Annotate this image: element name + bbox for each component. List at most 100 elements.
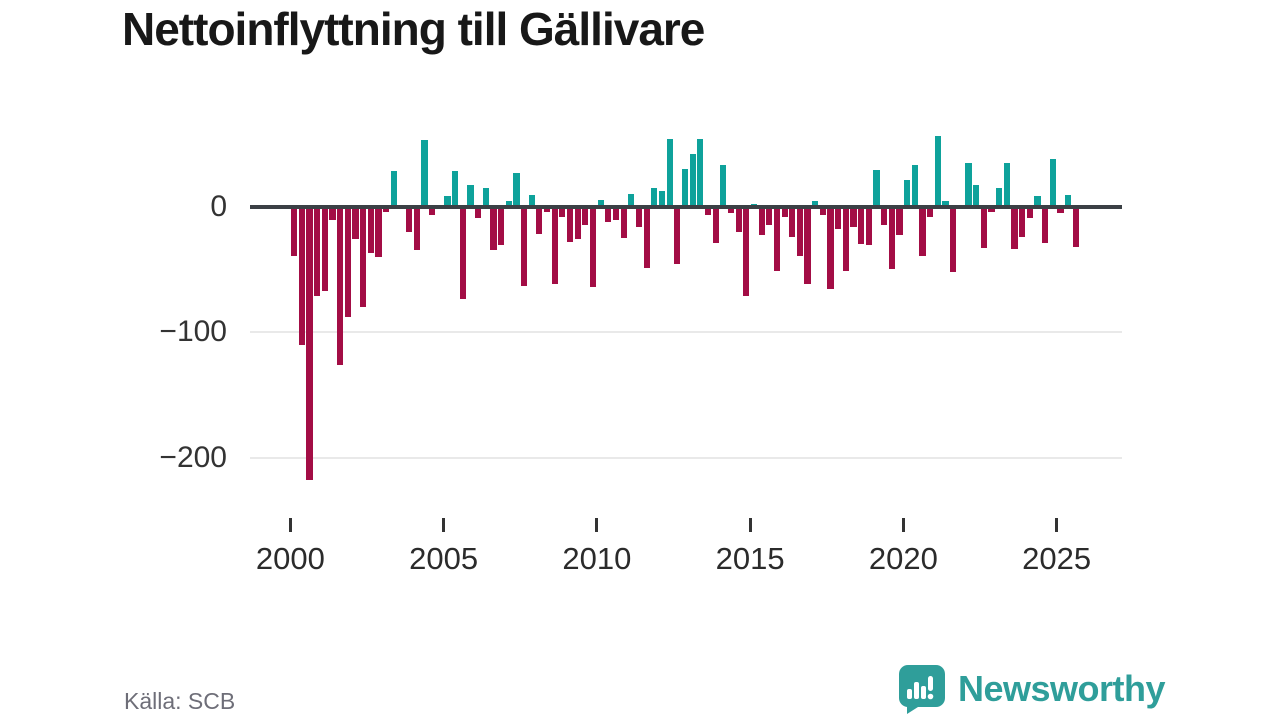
bar-2025-q3 <box>1072 206 1079 247</box>
bar-2005-q3 <box>459 206 466 300</box>
bar-2024-q1 <box>1026 206 1033 218</box>
x-axis-tick-mark-2025 <box>1055 518 1059 532</box>
bar-2001-q2 <box>329 206 336 221</box>
bar-2017-q1 <box>812 201 819 207</box>
x-axis-tick-label-2025: 2025 <box>1022 541 1092 576</box>
y-axis-tick-label: −200 <box>159 440 227 474</box>
bar-2016-q4 <box>804 206 811 285</box>
bar-2009-q3 <box>582 206 589 226</box>
newsworthy-logo[interactable]: Newsworthy <box>898 664 1166 714</box>
x-axis-tick-label-2015: 2015 <box>715 541 785 576</box>
x-axis-tick-label-2005: 2005 <box>409 541 479 576</box>
bar-2004-q3 <box>429 206 436 216</box>
bar-2024-q3 <box>1042 206 1049 243</box>
bar-2002-q1 <box>352 206 359 240</box>
bar-2002-q4 <box>375 206 382 257</box>
bar-2020-q1 <box>904 180 911 207</box>
bar-2003-q1 <box>383 206 390 212</box>
bar-2016-q3 <box>796 206 803 256</box>
x-axis-tick-mark-2005 <box>442 518 446 532</box>
bar-2008-q4 <box>559 206 566 217</box>
bar-2020-q2 <box>911 165 918 207</box>
bar-2020-q4 <box>927 206 934 217</box>
bar-2012-q2 <box>666 138 673 207</box>
bar-2016-q2 <box>789 206 796 237</box>
bar-2007-q2 <box>513 172 520 207</box>
bar-2023-q2 <box>1003 162 1010 207</box>
bar-2014-q4 <box>743 206 750 296</box>
bar-2018-q2 <box>850 206 857 227</box>
bar-2019-q4 <box>896 206 903 236</box>
bar-2008-q2 <box>543 206 551 212</box>
bar-2013-q2 <box>697 138 704 207</box>
bar-2011-q2 <box>635 206 643 227</box>
bar-2009-q2 <box>574 206 581 240</box>
bar-2019-q3 <box>888 206 895 270</box>
bar-2010-q1 <box>597 200 604 207</box>
bar-2015-q2 <box>758 206 765 236</box>
bar-2000-q3 <box>306 206 313 481</box>
bar-2017-q4 <box>835 206 842 230</box>
bar-2009-q4 <box>589 206 597 287</box>
gridline-y--200 <box>250 456 1122 459</box>
bar-2013-q3 <box>704 206 712 216</box>
chart-title: Nettoinflyttning till Gällivare <box>122 3 705 55</box>
bar-2016-q1 <box>781 206 788 217</box>
bar-2012-q4 <box>681 168 689 207</box>
x-axis-tick-mark-2010 <box>595 518 599 532</box>
bar-2010-q2 <box>605 206 612 222</box>
bar-2004-q2 <box>421 139 428 207</box>
bar-2001-q3 <box>337 206 344 365</box>
bar-2003-q4 <box>406 206 413 232</box>
bar-2018-q3 <box>858 206 865 245</box>
newsworthy-speech-bubble-chart-icon <box>898 664 946 714</box>
bar-2011-q3 <box>643 206 650 269</box>
bar-2008-q3 <box>551 206 558 285</box>
x-axis-tick-label-2020: 2020 <box>868 541 938 576</box>
bar-2014-q1 <box>720 165 727 207</box>
x-axis-tick-label-2010: 2010 <box>562 541 632 576</box>
gridline-y--100 <box>250 331 1122 334</box>
bar-2000-q1 <box>291 206 298 256</box>
bar-2015-q3 <box>766 206 773 226</box>
x-axis-zero-line <box>250 204 1122 209</box>
bar-2007-q4 <box>528 195 535 207</box>
bar-2013-q4 <box>712 206 719 243</box>
bar-2023-q4 <box>1019 206 1026 237</box>
source-attribution: Källa: SCB <box>124 688 236 714</box>
bar-2000-q2 <box>298 206 305 345</box>
bar-2012-q1 <box>658 191 666 207</box>
bar-2018-q1 <box>842 206 849 271</box>
y-axis-tick-label: 0 <box>210 189 227 223</box>
bar-2010-q3 <box>612 206 620 221</box>
bar-2011-q1 <box>628 193 635 207</box>
x-axis-tick-mark-2015 <box>748 518 752 532</box>
x-axis-tick-label-2000: 2000 <box>255 541 325 576</box>
bar-2006-q1 <box>475 206 482 218</box>
bar-2021-q3 <box>950 206 957 272</box>
bar-2003-q2 <box>390 171 397 207</box>
bar-2025-q2 <box>1065 195 1072 207</box>
bar-2011-q4 <box>651 187 658 207</box>
bar-2025-q1 <box>1057 206 1064 213</box>
bar-2005-q4 <box>467 185 474 207</box>
bar-2008-q1 <box>536 206 543 235</box>
bar-2001-q1 <box>321 206 328 291</box>
bar-2004-q1 <box>413 206 420 251</box>
bar-2006-q2 <box>482 187 489 207</box>
bar-2014-q3 <box>735 206 742 232</box>
bar-2017-q2 <box>819 206 826 216</box>
bar-2017-q3 <box>827 206 834 290</box>
bar-2013-q1 <box>689 153 696 207</box>
bar-2002-q2 <box>360 206 367 308</box>
bar-2005-q1 <box>444 196 451 207</box>
bar-2020-q3 <box>919 206 926 256</box>
bar-2002-q3 <box>367 206 374 253</box>
y-axis-tick-label: −100 <box>159 315 227 349</box>
bar-2024-q4 <box>1049 158 1056 207</box>
bar-2015-q4 <box>773 206 781 271</box>
bar-2005-q2 <box>452 171 459 207</box>
bar-2023-q3 <box>1011 206 1018 250</box>
bar-2021-q2 <box>942 201 949 207</box>
